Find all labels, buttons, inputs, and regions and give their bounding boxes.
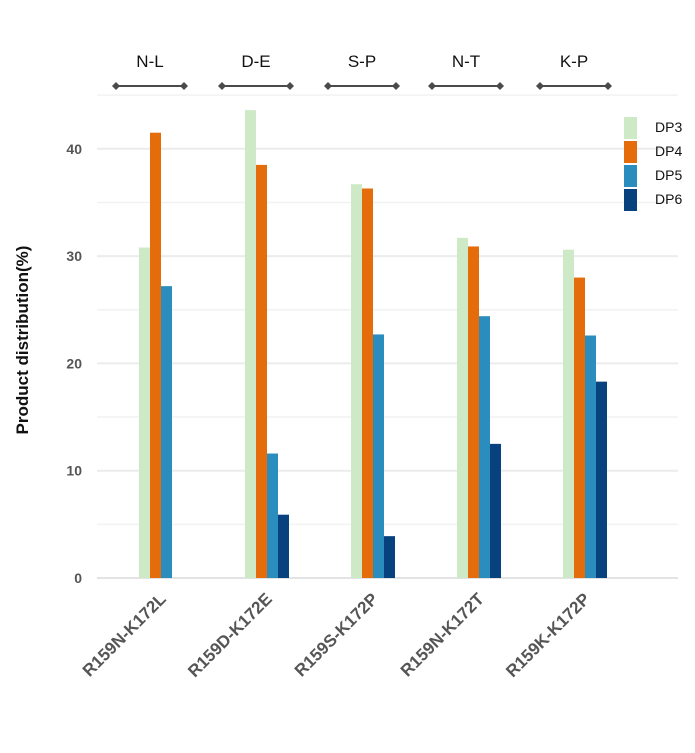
bar-dp4-r159d-k172e xyxy=(256,164,267,578)
bar-dp5-r159n-k172l xyxy=(161,286,172,578)
group-annotations: N-L D-E S-P N-T K-P xyxy=(112,52,612,90)
bar-dp3-r159n-k172l xyxy=(139,247,150,579)
bar-dp3-r159n-k172t xyxy=(457,237,468,578)
diamond-marker-icon xyxy=(536,82,544,90)
legend-label-dp6: DP6 xyxy=(655,191,682,207)
bar-dp5-r159d-k172e xyxy=(267,453,278,578)
gridlines xyxy=(97,94,678,579)
diamond-marker-icon xyxy=(286,82,294,90)
bar-dp4-r159n-k172t xyxy=(468,246,479,578)
y-tick-label: 0 xyxy=(74,570,82,586)
group-label: N-L xyxy=(136,52,163,71)
legend-label-dp5: DP5 xyxy=(655,167,682,183)
diamond-marker-icon xyxy=(218,82,226,90)
x-tick-label: R159N-K172T xyxy=(397,589,488,680)
y-tick-label: 40 xyxy=(66,141,82,157)
bar-dp4-r159n-k172l xyxy=(150,132,161,578)
diamond-marker-icon xyxy=(324,82,332,90)
group-label: D-E xyxy=(241,52,270,71)
diamond-marker-icon xyxy=(392,82,400,90)
diamond-marker-icon xyxy=(604,82,612,90)
legend-swatch-dp4 xyxy=(624,141,637,163)
bar-dp6-r159k-k172p xyxy=(596,381,607,578)
x-tick-label: R159D-K172E xyxy=(184,589,276,681)
diamond-marker-icon xyxy=(112,82,120,90)
bar-dp4-r159k-k172p xyxy=(574,277,585,578)
bar-dp3-r159d-k172e xyxy=(245,110,256,578)
bar-dp3-r159s-k172p xyxy=(351,184,362,579)
y-tick-label: 30 xyxy=(66,248,82,264)
diamond-marker-icon xyxy=(180,82,188,90)
x-tick-label: R159K-K172P xyxy=(502,589,594,681)
group-label: K-P xyxy=(560,52,588,71)
legend-swatch-dp3 xyxy=(624,117,637,139)
bar-dp3-r159k-k172p xyxy=(563,249,574,579)
diamond-marker-icon xyxy=(496,82,504,90)
legend-label-dp4: DP4 xyxy=(655,143,682,159)
legend-label-dp3: DP3 xyxy=(655,119,682,135)
bar-dp4-r159s-k172p xyxy=(362,188,373,578)
y-tick-label: 10 xyxy=(66,463,82,479)
bar-dp6-r159n-k172t xyxy=(490,443,501,578)
y-axis-ticks: 0 10 20 30 40 xyxy=(66,141,82,586)
legend: DP3 DP4 DP5 DP6 xyxy=(624,117,682,211)
bars xyxy=(139,110,607,579)
bar-dp6-r159s-k172p xyxy=(384,536,395,578)
bar-dp5-r159n-k172t xyxy=(479,316,490,578)
group-label: S-P xyxy=(348,52,376,71)
bar-dp6-r159d-k172e xyxy=(278,514,289,578)
y-axis-label: Product distribution(%) xyxy=(13,246,32,435)
x-axis-categories: R159N-K172L R159D-K172E R159S-K172P R159N-K… xyxy=(79,589,594,681)
y-tick-label: 20 xyxy=(66,355,82,371)
x-tick-label: R159S-K172P xyxy=(291,589,382,680)
group-label: N-T xyxy=(452,52,480,71)
bar-dp5-r159s-k172p xyxy=(373,334,384,578)
legend-swatch-dp5 xyxy=(624,165,637,187)
diamond-marker-icon xyxy=(428,82,436,90)
bar-dp5-r159k-k172p xyxy=(585,335,596,578)
legend-swatch-dp6 xyxy=(624,189,637,211)
x-tick-label: R159N-K172L xyxy=(79,589,170,680)
